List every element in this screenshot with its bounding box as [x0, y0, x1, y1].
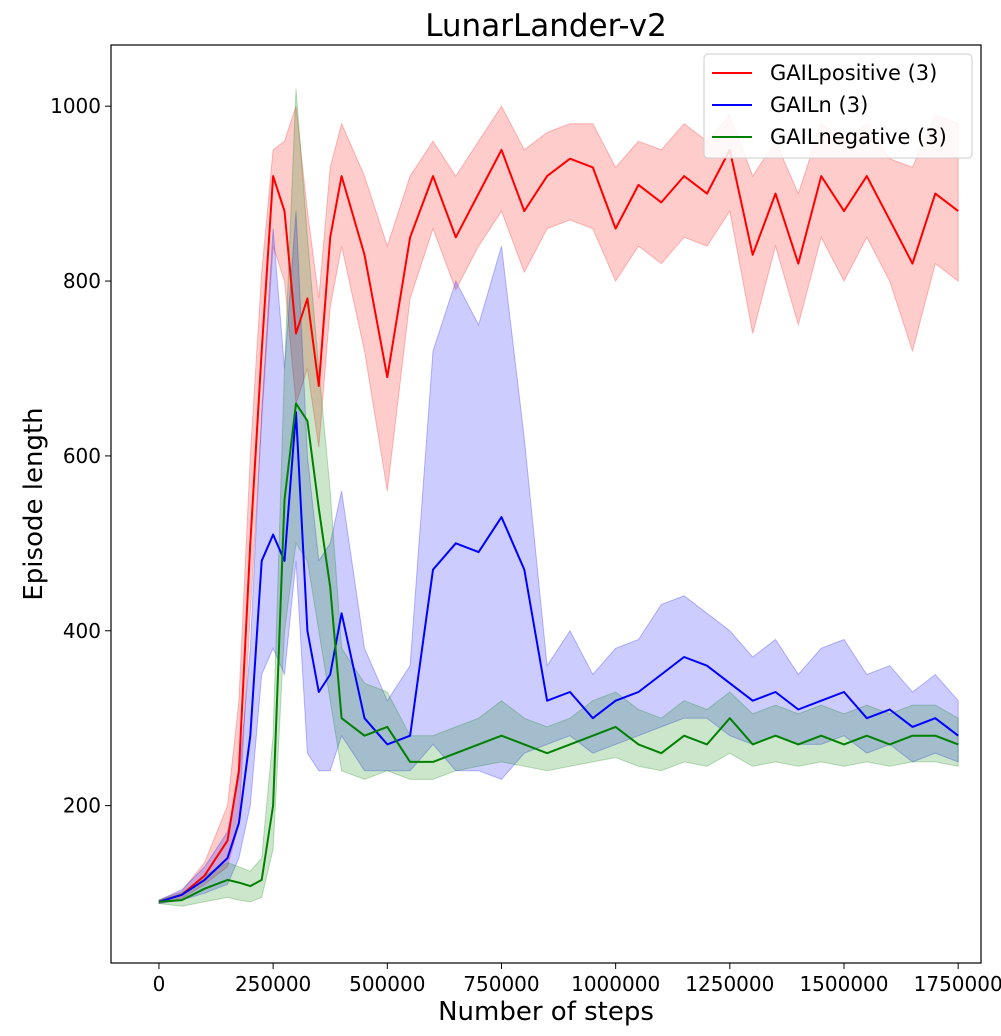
legend-label: GAILn (3)	[770, 93, 868, 117]
y-axis-label: Episode length	[19, 407, 49, 600]
legend-label: GAILpositive (3)	[770, 61, 937, 85]
chart-title: LunarLander-v2	[425, 8, 667, 44]
x-tick-label: 750000	[463, 972, 539, 996]
band-series-1	[158, 105, 959, 905]
x-tick-label: 1250000	[685, 972, 774, 996]
x-tick-label: 1000000	[571, 972, 660, 996]
y-tick-label: 1000	[50, 94, 101, 118]
band-series-3	[158, 88, 959, 907]
legend-box	[703, 53, 973, 159]
x-tick-label: 250000	[235, 972, 311, 996]
x-tick-label: 500000	[349, 972, 425, 996]
plot-frame	[110, 44, 982, 964]
y-tick-label: 600	[63, 444, 101, 468]
x-tick-label: 0	[153, 972, 166, 996]
legend-label: GAILnegative (3)	[770, 125, 947, 149]
y-tick-label: 200	[63, 794, 101, 818]
x-tick-label: 1500000	[799, 972, 888, 996]
line-series-1	[158, 148, 959, 903]
y-tick-label: 400	[63, 619, 101, 643]
series-lines	[158, 148, 959, 903]
x-axis: 0 250000 500000 750000 1000000 1250000 1500000…	[153, 963, 1001, 996]
legend: GAILpositive (3) GAILn (3) GAILnegative (3…	[703, 53, 973, 159]
line-series-3	[158, 402, 959, 903]
y-axis: 200 400 600 800 1000	[50, 94, 111, 818]
line-series-2	[158, 411, 959, 903]
y-tick-label: 800	[63, 269, 101, 293]
x-axis-label: Number of steps	[438, 997, 654, 1027]
confidence-bands	[158, 88, 959, 907]
x-tick-label: 1750000	[914, 972, 1001, 996]
